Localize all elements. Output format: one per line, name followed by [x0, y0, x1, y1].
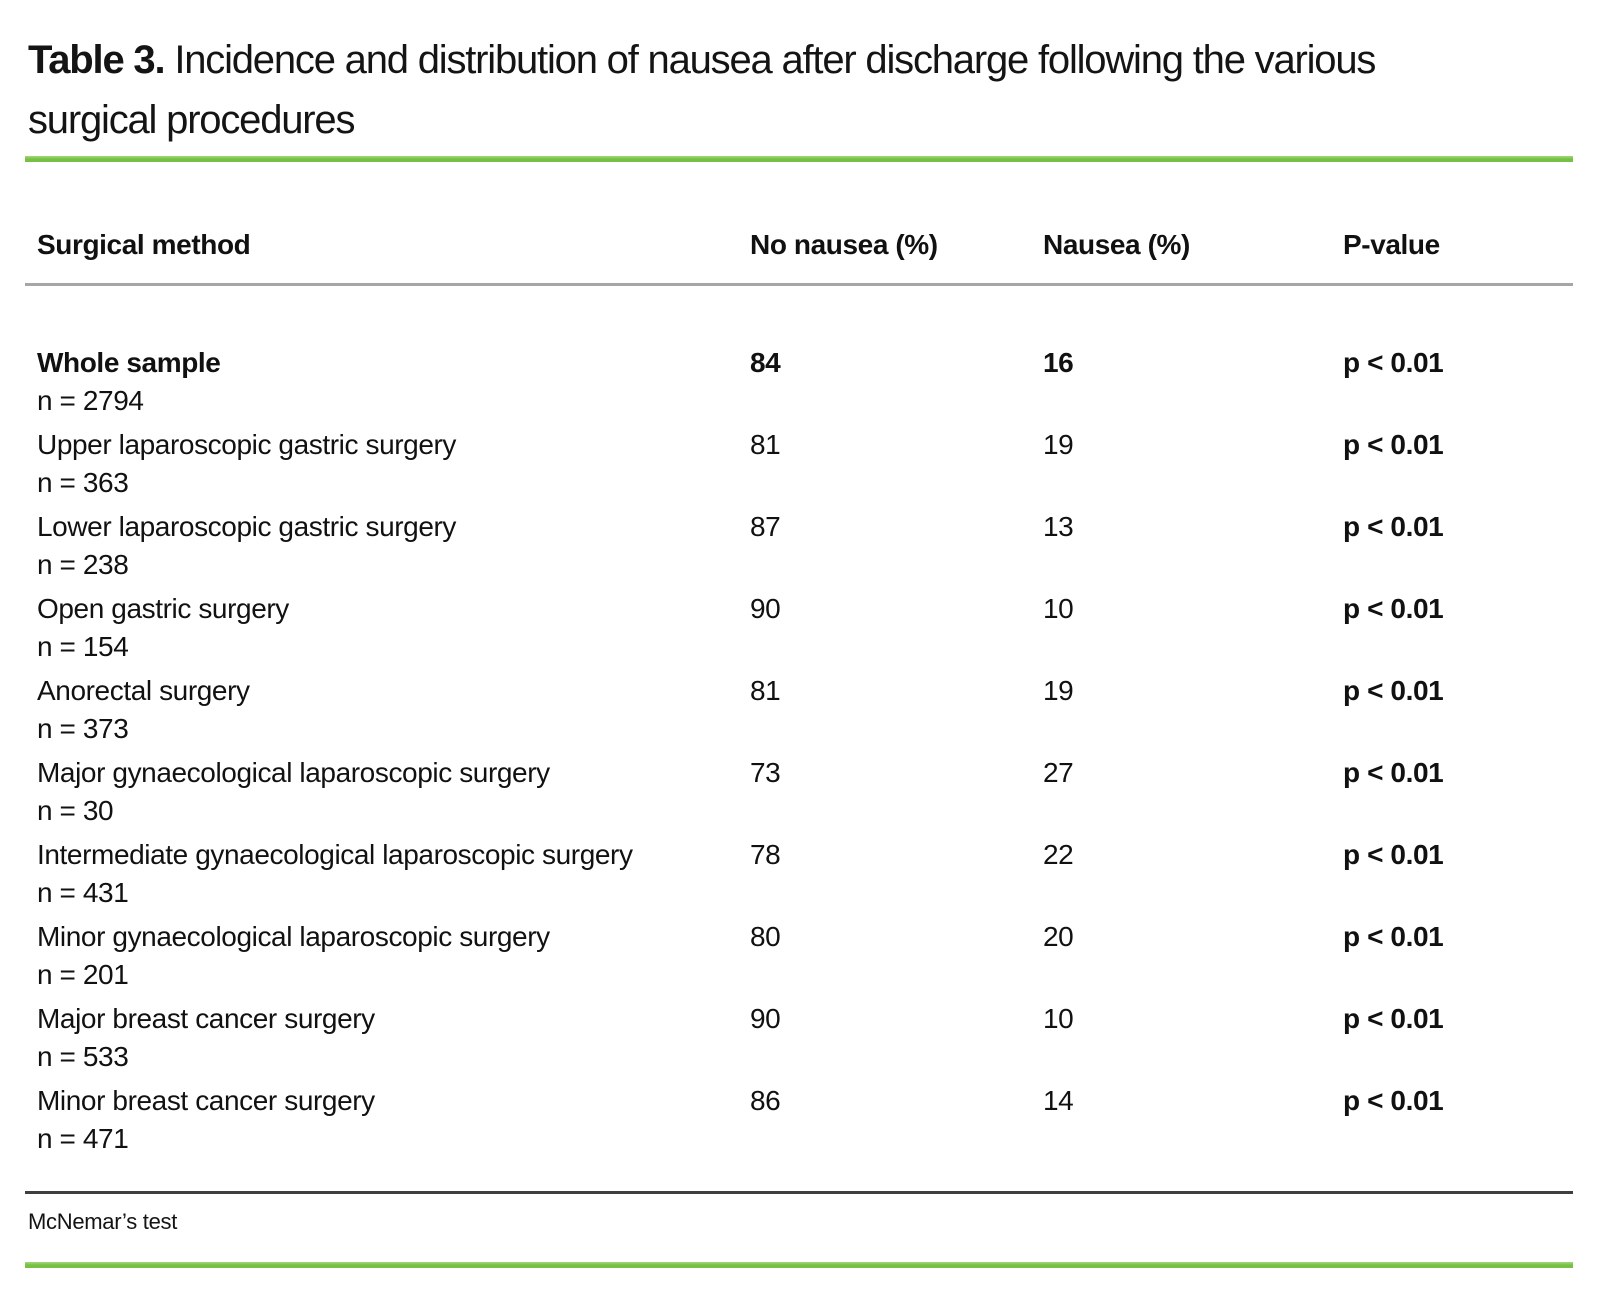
no-nausea-value: 81 [750, 429, 781, 460]
no-nausea-value: 73 [750, 757, 781, 788]
no-nausea-value: 90 [750, 593, 781, 624]
nausea-value: 16 [1043, 347, 1074, 378]
p-value: p < 0.01 [1343, 1003, 1444, 1034]
p-value: p < 0.01 [1343, 921, 1444, 952]
surgical-method-name: Minor breast cancer surgery [37, 1085, 375, 1116]
surgical-method-cell: Minor breast cancer surgery n = 471 [25, 1082, 750, 1158]
no-nausea-value: 90 [750, 1003, 781, 1034]
surgical-method-cell: Upper laparoscopic gastric surgery n = 3… [25, 426, 750, 502]
surgical-method-cell: Anorectal surgery n = 373 [25, 672, 750, 748]
nausea-value: 20 [1043, 921, 1074, 952]
surgical-method-name: Intermediate gynaecological laparoscopic… [37, 839, 633, 870]
no-nausea-value: 87 [750, 511, 781, 542]
column-header-surgical-method: Surgical method [37, 229, 251, 260]
p-value: p < 0.01 [1343, 757, 1444, 788]
table-row: Open gastric surgery n = 154 90 10 p < 0… [25, 590, 1573, 666]
sample-size-label: n = 154 [37, 631, 129, 662]
nausea-value: 19 [1043, 429, 1074, 460]
sample-size-label: n = 201 [37, 959, 129, 990]
p-value: p < 0.01 [1343, 429, 1444, 460]
p-value: p < 0.01 [1343, 839, 1444, 870]
sample-size-label: n = 533 [37, 1041, 129, 1072]
table-row: Minor gynaecological laparoscopic surger… [25, 918, 1573, 994]
nausea-value: 19 [1043, 675, 1074, 706]
surgical-method-cell: Whole sample n = 2794 [25, 344, 750, 420]
footer-divider-rule [25, 1191, 1573, 1194]
nausea-value: 14 [1043, 1085, 1074, 1116]
table-title: Table 3. Incidence and distribution of n… [28, 30, 1573, 150]
surgical-method-name: Lower laparoscopic gastric surgery [37, 511, 457, 542]
sample-size-label: n = 373 [37, 713, 129, 744]
surgical-method-name: Whole sample [37, 347, 221, 378]
p-value: p < 0.01 [1343, 347, 1444, 378]
surgical-method-name: Major breast cancer surgery [37, 1003, 375, 1034]
table-row: Lower laparoscopic gastric surgery n = 2… [25, 508, 1573, 584]
column-header-p-value: P-value [1343, 229, 1440, 260]
p-value: p < 0.01 [1343, 1085, 1444, 1116]
table-number-label: Table 3. [28, 38, 166, 82]
nausea-value: 27 [1043, 757, 1074, 788]
table-title-text-line1: Incidence and distribution of nausea aft… [174, 38, 1376, 82]
nausea-value: 22 [1043, 839, 1074, 870]
table-title-text-line2: surgical procedures [28, 98, 355, 142]
column-header-no-nausea: No nausea (%) [750, 229, 938, 260]
header-divider-rule [25, 283, 1573, 286]
surgical-method-cell: Major breast cancer surgery n = 533 [25, 1000, 750, 1076]
table-row: Upper laparoscopic gastric surgery n = 3… [25, 426, 1573, 502]
surgical-method-name: Open gastric surgery [37, 593, 289, 624]
table-row: Major gynaecological laparoscopic surger… [25, 754, 1573, 830]
no-nausea-value: 86 [750, 1085, 781, 1116]
no-nausea-value: 84 [750, 347, 781, 378]
surgical-method-name: Minor gynaecological laparoscopic surger… [37, 921, 550, 952]
no-nausea-value: 80 [750, 921, 781, 952]
sample-size-label: n = 431 [37, 877, 129, 908]
table-row: Intermediate gynaecological laparoscopic… [25, 836, 1573, 912]
nausea-value: 13 [1043, 511, 1074, 542]
surgical-method-name: Major gynaecological laparoscopic surger… [37, 757, 550, 788]
p-value: p < 0.01 [1343, 593, 1444, 624]
no-nausea-value: 81 [750, 675, 781, 706]
p-value: p < 0.01 [1343, 511, 1444, 542]
table-footnote: McNemar’s test [28, 1209, 178, 1234]
sample-size-label: n = 363 [37, 467, 129, 498]
table-row: Anorectal surgery n = 373 81 19 p < 0.01 [25, 672, 1573, 748]
table-row: Minor breast cancer surgery n = 471 86 1… [25, 1082, 1573, 1158]
surgical-method-name: Upper laparoscopic gastric surgery [37, 429, 457, 460]
table-row: Whole sample n = 2794 84 16 p < 0.01 [25, 344, 1573, 420]
table-header-row: Surgical method No nausea (%) Nausea (%)… [25, 226, 1573, 264]
surgical-method-name: Anorectal surgery [37, 675, 250, 706]
sample-size-label: n = 2794 [37, 385, 144, 416]
surgical-method-cell: Open gastric surgery n = 154 [25, 590, 750, 666]
nausea-value: 10 [1043, 1003, 1074, 1034]
bottom-green-rule [25, 1262, 1573, 1268]
surgical-method-cell: Lower laparoscopic gastric surgery n = 2… [25, 508, 750, 584]
no-nausea-value: 78 [750, 839, 781, 870]
sample-size-label: n = 238 [37, 549, 129, 580]
top-green-rule [25, 156, 1573, 162]
sample-size-label: n = 471 [37, 1123, 129, 1154]
table-body: Whole sample n = 2794 84 16 p < 0.01 Upp… [25, 344, 1573, 1164]
p-value: p < 0.01 [1343, 675, 1444, 706]
surgical-method-cell: Minor gynaecological laparoscopic surger… [25, 918, 750, 994]
surgical-method-cell: Intermediate gynaecological laparoscopic… [25, 836, 750, 912]
table-row: Major breast cancer surgery n = 533 90 1… [25, 1000, 1573, 1076]
nausea-value: 10 [1043, 593, 1074, 624]
sample-size-label: n = 30 [37, 795, 114, 826]
surgical-method-cell: Major gynaecological laparoscopic surger… [25, 754, 750, 830]
column-header-nausea: Nausea (%) [1043, 229, 1190, 260]
